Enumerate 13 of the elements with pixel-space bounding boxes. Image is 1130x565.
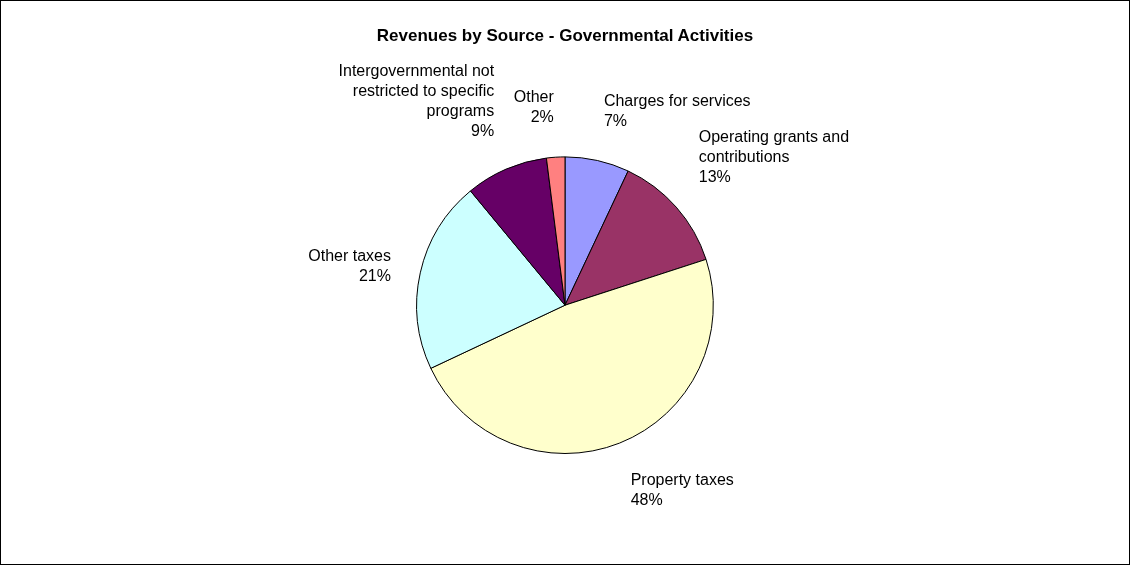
data-label: 2% — [530, 107, 554, 125]
data-label: 13% — [698, 167, 731, 185]
slice-label: Other taxes — [308, 246, 391, 264]
data-label: 48% — [630, 491, 663, 509]
slice-label: Operating grants and contributions — [698, 127, 850, 165]
data-label: 9% — [471, 121, 495, 139]
slice-label: Property taxes — [630, 471, 734, 489]
data-label: 21% — [358, 266, 391, 284]
data-label: 7% — [603, 111, 628, 129]
slice-label: Charges for services — [603, 91, 751, 109]
slice-label: Other — [513, 87, 555, 105]
chart-title: Revenues by Source - Governmental Activities — [376, 25, 754, 45]
slice-label: Intergovernmental not restricted to specific programs — [338, 61, 495, 119]
